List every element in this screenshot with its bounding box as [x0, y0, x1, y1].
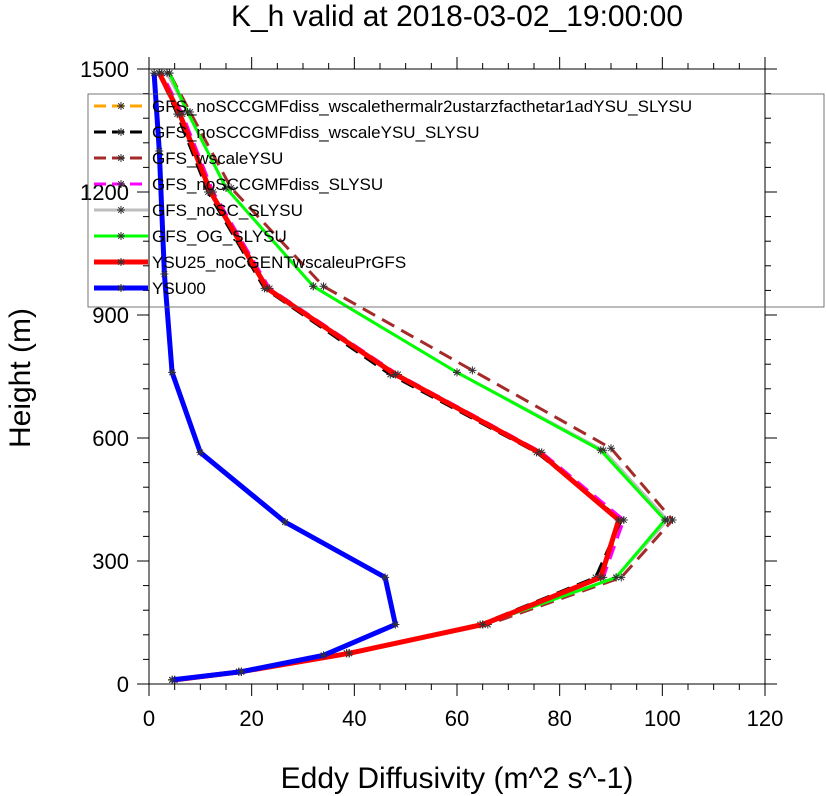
legend-frame	[87, 93, 825, 308]
chart-title: K_h valid at 2018-03-02_19:00:00	[231, 0, 683, 33]
data-point-marker	[478, 620, 487, 629]
data-point-marker	[155, 69, 164, 78]
legend-label: GFS_wscaleYSU	[152, 149, 283, 168]
data-point-marker	[596, 573, 605, 582]
legend-marker	[117, 258, 125, 266]
legend: GFS_noSCCGMFdiss_wscalethermalr2ustarzfa…	[87, 93, 825, 308]
legend-label: GFS_noSCCGMFdiss_SLYSU	[152, 175, 383, 194]
x-tick-label: 20	[239, 706, 263, 731]
data-point-marker	[165, 69, 174, 78]
series-line	[157, 71, 622, 683]
data-point-marker	[168, 675, 177, 684]
y-tick-label: 1500	[80, 57, 129, 82]
legend-label: GFS_noSC_SLYSU	[152, 201, 303, 220]
data-point-marker	[281, 518, 290, 527]
x-tick-label: 40	[342, 706, 366, 731]
data-point-marker	[155, 147, 164, 155]
series-group	[150, 69, 400, 684]
data-point-marker	[607, 444, 615, 453]
data-point-marker	[386, 370, 395, 379]
data-point-marker	[183, 108, 192, 117]
x-tick-label: 0	[143, 706, 155, 731]
y-tick-label: 300	[92, 549, 129, 574]
legend-label: GFS_noSCCGMFdiss_wscaleYSU_SLYSU	[152, 123, 480, 142]
data-point-marker	[196, 448, 205, 457]
data-point-marker	[222, 183, 230, 192]
legend-marker	[117, 128, 125, 136]
data-point-marker	[175, 110, 184, 119]
x-tick-label: 80	[547, 706, 571, 731]
legend-marker	[117, 102, 125, 110]
data-point-marker	[227, 183, 236, 192]
data-point-marker	[309, 282, 318, 291]
data-point-marker	[468, 366, 477, 375]
y-axis-title: Height (m)	[4, 308, 37, 448]
data-point-marker	[391, 620, 400, 629]
data-point-marker	[319, 651, 328, 660]
legend-label: GFS_noSCCGMFdiss_wscalethermalr2ustarzfa…	[152, 97, 692, 116]
data-point-marker	[237, 667, 246, 676]
data-point-marker	[263, 284, 272, 293]
data-point-marker	[168, 368, 177, 377]
data-point-marker	[206, 188, 215, 196]
data-point-marker	[617, 573, 626, 582]
data-point-marker	[612, 573, 621, 582]
data-point-marker	[391, 370, 400, 379]
legend-marker	[117, 154, 125, 162]
data-point-marker	[319, 282, 328, 291]
data-point-marker	[150, 69, 159, 78]
data-point-marker	[535, 448, 544, 457]
x-tick-label: 120	[747, 706, 784, 731]
legend-label: GFS_OG_SLYSU	[152, 227, 287, 246]
legend-marker	[117, 232, 125, 240]
data-point-marker	[619, 516, 628, 524]
data-point-marker	[596, 446, 605, 455]
data-point-marker	[453, 368, 461, 377]
legend-marker	[117, 206, 125, 214]
legend-marker	[117, 180, 125, 188]
data-point-marker	[345, 649, 354, 658]
data-point-marker	[668, 516, 677, 524]
data-point-marker	[381, 573, 390, 582]
y-tick-label: 0	[117, 672, 129, 697]
x-tick-label: 100	[644, 706, 681, 731]
legend-marker	[117, 284, 125, 292]
x-tick-label: 60	[445, 706, 469, 731]
data-point-marker	[614, 516, 623, 524]
x-axis-title: Eddy Diffusivity (m^2 s^-1)	[281, 762, 634, 795]
legend-label: YSU00	[152, 279, 206, 298]
legend-label: YSU25_noCGENTwscaleuPrGFS	[152, 253, 406, 272]
data-point-marker	[160, 270, 169, 278]
y-tick-label: 600	[92, 426, 129, 451]
data-point-marker	[660, 516, 669, 524]
